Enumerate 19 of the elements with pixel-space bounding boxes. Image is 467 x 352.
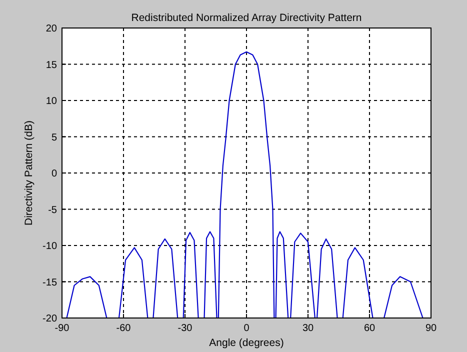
y-tick-label: -15 [42, 277, 58, 288]
x-tick-label: 90 [425, 323, 437, 334]
y-tick-label: 5 [51, 132, 58, 144]
x-tick-label: -60 [116, 323, 132, 334]
y-tick-label: -5 [48, 204, 58, 216]
y-tick-label: 20 [46, 24, 58, 34]
y-axis-title: Directivity Pattern (dB) [23, 120, 35, 226]
x-tick-label: 30 [302, 323, 314, 334]
y-tick-label: 10 [46, 96, 58, 107]
x-tick-label: -90 [54, 323, 70, 334]
chart-title: Redistributed Normalized Array Directivity Pattern [131, 12, 362, 24]
y-tick-label: -10 [42, 241, 58, 252]
x-tick-label: 0 [244, 323, 250, 334]
y-tick-label: 15 [46, 60, 58, 71]
x-tick-label: 60 [364, 323, 376, 334]
y-tick-label: -20 [42, 314, 58, 324]
y-tick-label: 0 [51, 168, 58, 180]
x-tick-label: -30 [178, 323, 193, 334]
x-axis-title: Angle (degrees) [209, 337, 284, 349]
